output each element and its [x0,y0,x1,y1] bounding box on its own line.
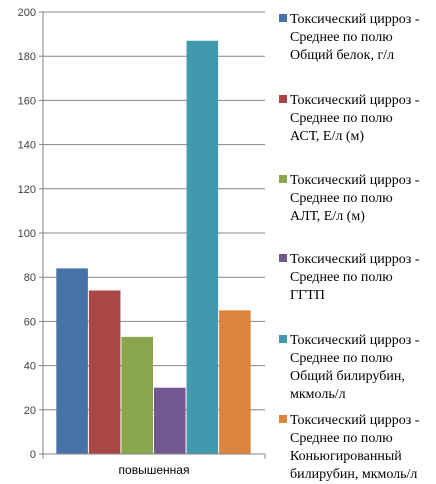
x-category-label: повышенная [119,463,190,477]
y-tick-label: 200 [18,7,36,19]
legend-label: Токсический цирроз - Среднее по полю АЛТ, … [290,173,420,224]
y-tick-label: 140 [18,140,36,152]
legend-label-line: ГГТП [290,288,325,303]
legend-label-line: Токсический цирроз - [290,173,420,188]
legend-label-line: Токсический цирроз - [290,252,420,267]
y-tick-label: 180 [18,51,36,63]
bar-series-2 [88,290,121,454]
legend: Токсический цирроз - Среднее по полю Общий… [279,12,420,482]
legend-label-line: Токсический цирроз - [290,12,420,27]
legend-label-line: Общий белок, г/л [290,48,394,63]
legend-swatch [279,175,287,183]
y-tick-label: 40 [24,361,36,373]
bar-series-6 [219,310,251,454]
legend-swatch [279,254,287,262]
bar-series-4 [154,387,186,454]
legend-label-line: АЛТ, Е/л (м) [290,209,365,224]
legend-swatch [279,14,287,22]
bar-series-5 [186,40,219,454]
y-tick-label: 120 [18,184,36,196]
bars [56,40,251,454]
legend-label-line: Среднее по полю [290,270,393,285]
legend-swatch [279,95,287,103]
legend-label-line: АСТ, Е/л (м) [290,129,364,144]
y-tick-label: 60 [24,316,36,328]
y-tick-label: 100 [18,228,36,240]
y-tick-label: 80 [24,272,36,284]
legend-label-line: Токсический цирроз - [290,413,420,428]
legend-label-line: Токсический цирроз - [290,333,420,348]
x-axis: повышенная [42,453,266,477]
y-tick-label: 160 [18,95,36,107]
legend-label-line: Среднее по полю [290,351,393,366]
legend-label: Токсический цирроз - Среднее по полю ГГТП [290,252,420,303]
legend-label: Токсический цирроз - Среднее по полю Общий… [290,333,420,402]
legend-label-line: мкмоль/л [290,387,346,402]
legend-label: Токсический цирроз - Среднее по полю Общий… [290,12,420,63]
legend-label-line: билирубин, мкмоль/л [290,467,417,482]
legend-label-line: Среднее по полю [290,431,393,446]
legend-swatch [279,335,287,343]
legend-swatch [279,415,287,423]
legend-label-line: Среднее по полю [290,30,393,45]
legend-label-line: Токсический цирроз - [290,93,420,108]
bar-series-3 [121,336,153,454]
legend-label-line: Коньюгированный [290,449,402,464]
legend-label-line: Среднее по полю [290,191,393,206]
legend-label-line: Среднее по полю [290,111,393,126]
legend-label: Токсический цирроз - Среднее по полю Конью… [290,413,420,482]
y-tick-label: 0 [30,449,36,461]
y-tick-label: 20 [24,405,36,417]
y-axis: 0 20 40 60 80 100 120 140 160 180 200 [18,7,44,461]
legend-label: Токсический цирроз - Среднее по полю АСТ, … [290,93,420,144]
legend-label-line: Общий билирубин, [290,369,405,384]
bar-series-1 [56,268,88,454]
